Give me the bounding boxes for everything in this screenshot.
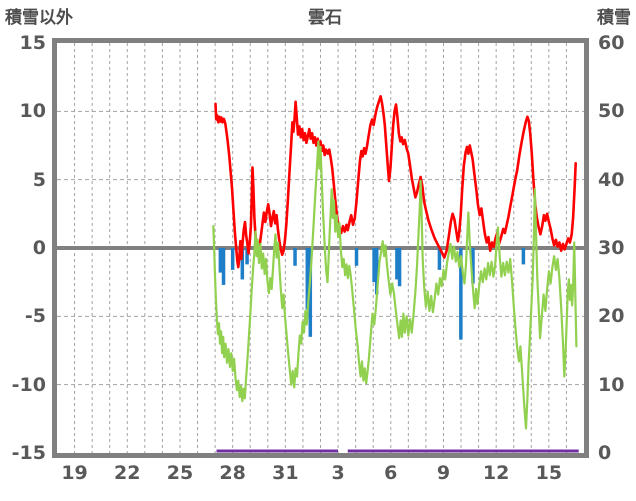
blue-bar xyxy=(374,248,379,295)
right-axis-tick: 60 xyxy=(598,32,625,54)
blue-bar xyxy=(521,248,526,265)
left-axis-tick: 5 xyxy=(32,168,46,191)
blue-bar xyxy=(395,248,399,280)
left-axis-tick: -5 xyxy=(24,305,46,328)
blue-bar xyxy=(354,248,359,266)
x-axis-tick: 31 xyxy=(272,462,299,484)
blue-bar xyxy=(245,248,249,265)
left-axis-tick: 0 xyxy=(32,237,46,259)
blue-bar xyxy=(308,248,313,337)
right-axis-tick: 40 xyxy=(598,168,625,191)
x-axis-tick: 6 xyxy=(384,462,398,484)
left-axis-tick: -10 xyxy=(11,373,46,396)
x-axis-tick: 22 xyxy=(114,462,141,484)
blue-bar xyxy=(230,248,235,270)
left-axis-tick: 15 xyxy=(19,32,46,54)
blue-bar xyxy=(240,248,245,280)
blue-bar xyxy=(221,248,226,285)
x-axis-tick: 3 xyxy=(331,462,345,484)
red-line xyxy=(214,94,578,269)
right-axis-tick: 20 xyxy=(598,305,625,328)
blue-bar xyxy=(218,248,223,273)
right-axis-tick: 50 xyxy=(598,100,625,123)
blue-bar xyxy=(372,248,376,283)
right-axis-title: 積雪 xyxy=(597,8,631,28)
x-axis-tick: 28 xyxy=(219,462,246,484)
right-axis-tick: 10 xyxy=(598,373,625,396)
blue-bar xyxy=(397,248,402,287)
green-line xyxy=(212,140,578,430)
blue-bar xyxy=(471,248,475,284)
left-axis-tick: 10 xyxy=(19,100,46,123)
x-axis-tick: 12 xyxy=(482,462,510,484)
x-axis-tick: 9 xyxy=(436,462,451,484)
blue-bar xyxy=(305,248,310,310)
left-axis-title: 積雪以外 xyxy=(5,8,73,28)
x-axis-tick: 15 xyxy=(535,462,563,484)
left-axis-tick: -15 xyxy=(11,442,46,464)
right-axis-tick: 30 xyxy=(598,237,625,259)
right-axis-tick: 0 xyxy=(598,442,612,464)
blue-bar xyxy=(293,248,297,266)
x-axis-tick: 25 xyxy=(166,462,194,484)
x-axis-tick: 19 xyxy=(61,462,88,484)
blue-bar xyxy=(437,248,442,270)
blue-bar xyxy=(459,248,463,340)
plot-frame xyxy=(52,38,589,458)
page-title: 雲石 xyxy=(308,8,342,28)
plot-svg xyxy=(57,43,584,453)
